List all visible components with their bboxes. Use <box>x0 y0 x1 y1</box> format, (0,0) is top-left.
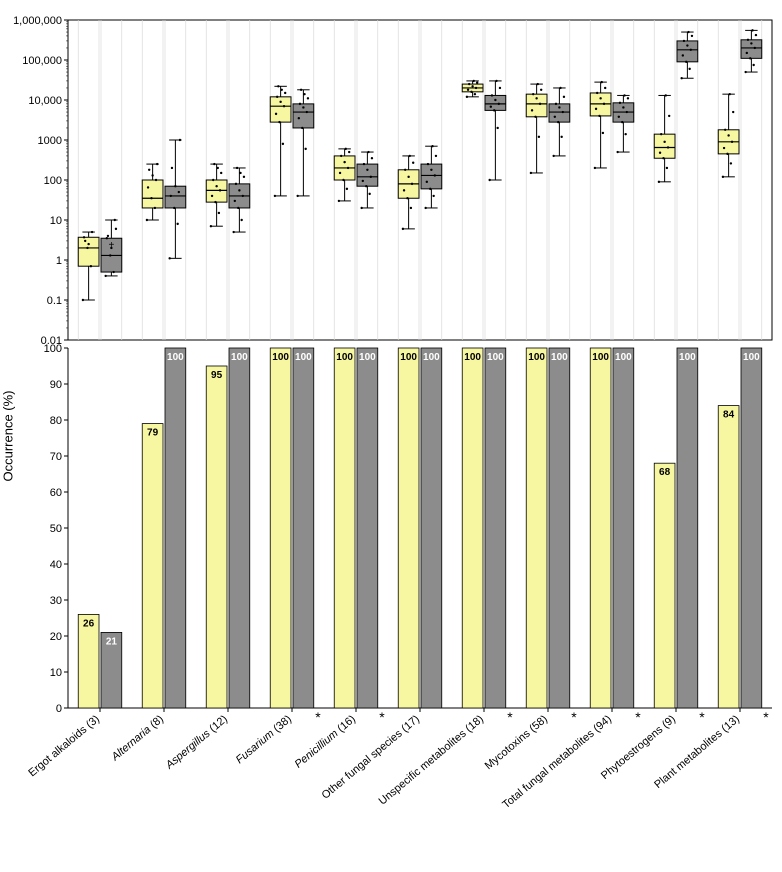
svg-text:100: 100 <box>528 352 545 363</box>
svg-text:100: 100 <box>336 352 353 363</box>
category-label: Penicillium (16) <box>293 713 358 771</box>
svg-text:70: 70 <box>50 451 62 463</box>
svg-text:60: 60 <box>50 487 62 499</box>
svg-text:1000: 1000 <box>38 135 62 147</box>
svg-text:100,000: 100,000 <box>22 55 62 67</box>
svg-text:100: 100 <box>167 352 184 363</box>
significance-star: * <box>379 709 385 725</box>
svg-text:40: 40 <box>50 559 62 571</box>
category-label: Unspecific metabolites (18) <box>377 713 486 807</box>
bar-a <box>270 348 291 708</box>
bar-panel: 0 10 20 30 40 50 60 70 80 90 100 26 21 79 100 95 100 100 1… <box>44 343 772 715</box>
svg-text:90: 90 <box>50 379 62 391</box>
bar-a <box>206 366 227 708</box>
bar-a <box>462 348 483 708</box>
x-labels: Ergot alkaloids (3)Alternaria (8)Aspergi… <box>26 709 769 811</box>
significance-star: * <box>315 709 321 725</box>
bar-b <box>165 348 186 708</box>
svg-text:10,000: 10,000 <box>28 95 62 107</box>
bar-b <box>485 348 506 708</box>
svg-text:95: 95 <box>211 370 223 381</box>
svg-text:100: 100 <box>44 343 62 355</box>
svg-text:100: 100 <box>400 352 417 363</box>
svg-text:79: 79 <box>147 428 159 439</box>
bar-a <box>718 406 739 708</box>
category-label: Fusarium (38) <box>234 713 294 766</box>
significance-star: * <box>699 709 705 725</box>
figure-container: { "layout": { "width": 782, "height": 87… <box>0 0 782 872</box>
chart-svg: 0.010.1110100100010,000100,0001,000,000+… <box>0 0 782 872</box>
category-label: Total fungal metabolites (94) <box>500 713 614 811</box>
svg-text:100: 100 <box>272 352 289 363</box>
significance-star: * <box>763 709 769 725</box>
svg-text:100: 100 <box>423 352 440 363</box>
bar-a <box>398 348 419 708</box>
boxplot-panel: 0.010.1110100100010,000100,0001,000,000+ <box>13 15 772 347</box>
svg-text:100: 100 <box>615 352 632 363</box>
svg-text:10: 10 <box>50 215 62 227</box>
svg-text:50: 50 <box>50 523 62 535</box>
bar-a <box>334 348 355 708</box>
bar-b <box>229 348 250 708</box>
svg-text:100: 100 <box>295 352 312 363</box>
svg-text:84: 84 <box>723 410 735 421</box>
significance-star: * <box>507 709 513 725</box>
bar-b <box>613 348 634 708</box>
category-label: Ergot alkaloids (3) <box>26 713 102 779</box>
bar-b <box>293 348 314 708</box>
bar-a <box>590 348 611 708</box>
bar-b <box>677 348 698 708</box>
bar-a <box>526 348 547 708</box>
svg-text:+: + <box>108 240 114 251</box>
svg-text:21: 21 <box>106 636 118 647</box>
svg-text:26: 26 <box>83 618 95 629</box>
bar-b <box>357 348 378 708</box>
svg-text:1: 1 <box>56 255 62 267</box>
svg-text:68: 68 <box>659 467 671 478</box>
category-label: Alternaria (8) <box>109 713 166 764</box>
svg-text:100: 100 <box>551 352 568 363</box>
svg-text:100: 100 <box>464 352 481 363</box>
svg-text:100: 100 <box>44 175 62 187</box>
svg-text:30: 30 <box>50 595 62 607</box>
svg-text:0.1: 0.1 <box>47 295 62 307</box>
bar-b <box>741 348 762 708</box>
y-axis-label: Occurrence (%) <box>1 390 16 481</box>
svg-text:100: 100 <box>679 352 696 363</box>
bar-a <box>654 463 675 708</box>
svg-text:1,000,000: 1,000,000 <box>13 15 62 27</box>
significance-star: * <box>635 709 641 725</box>
svg-text:100: 100 <box>592 352 609 363</box>
svg-text:100: 100 <box>231 352 248 363</box>
category-label: Aspergillus (12) <box>163 713 230 772</box>
svg-text:20: 20 <box>50 631 62 643</box>
category-label: Mycotoxins (58) <box>483 713 550 772</box>
svg-text:100: 100 <box>487 352 504 363</box>
bar-b <box>549 348 570 708</box>
bar-b <box>421 348 442 708</box>
svg-text:100: 100 <box>359 352 376 363</box>
bar-a <box>142 424 163 708</box>
svg-text:100: 100 <box>743 352 760 363</box>
svg-text:0: 0 <box>56 703 62 715</box>
svg-text:80: 80 <box>50 415 62 427</box>
significance-star: * <box>571 709 577 725</box>
svg-text:10: 10 <box>50 667 62 679</box>
